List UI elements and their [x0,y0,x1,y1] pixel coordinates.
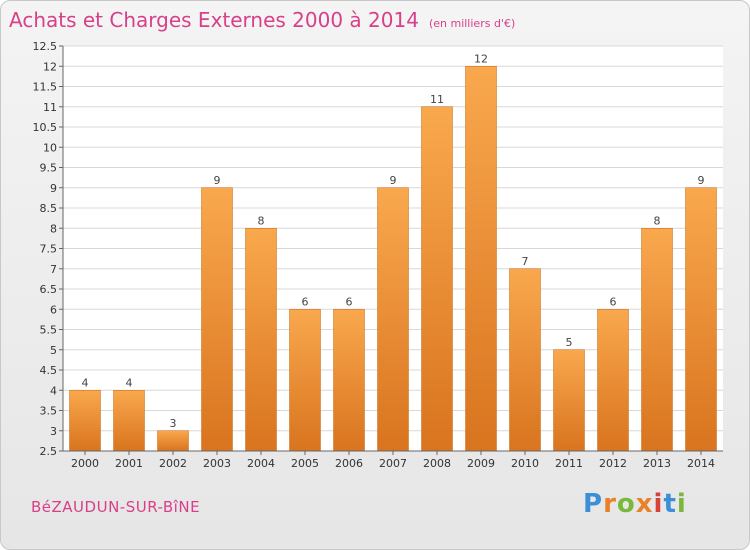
y-tick-label: 6 [50,303,57,316]
bar-value-label: 7 [522,255,529,268]
bar-value-label: 9 [214,174,221,187]
bar-value-label: 6 [302,295,309,308]
x-tick-label: 2007 [379,457,407,470]
bar-value-label: 11 [430,93,444,106]
bar-value-label: 4 [82,376,89,389]
bar-value-label: 9 [698,174,705,187]
x-tick-label: 2009 [467,457,495,470]
bar-2011 [553,349,585,452]
x-tick-label: 2005 [291,457,319,470]
bar-value-label: 8 [258,214,265,227]
logo-letter: r [603,489,617,519]
x-tick-label: 2002 [159,457,187,470]
x-tick-label: 2008 [423,457,451,470]
y-tick-label: 9 [50,182,57,195]
bar-value-label: 6 [610,295,617,308]
bar-value-label: 3 [170,417,177,430]
x-tick-label: 2003 [203,457,231,470]
y-tick-label: 8 [50,222,57,235]
bar-value-label: 9 [390,174,397,187]
logo-letter: t [663,489,677,519]
logo-letter: i [653,489,664,519]
x-axis: 2000 2001 2002 2003 2004 2005 2006 2007 2008 2009… [63,450,723,470]
bar-2004 [245,228,277,452]
bar-2014 [685,187,717,452]
y-tick-label: 7 [50,263,57,276]
y-axis: 2.5 3 3.5 4 4.5 5 5.5 6 6.5 7 7.5 8 8.5 9 9.5 10 10.5 11 1… [33,40,64,458]
x-tick-label: 2000 [71,457,99,470]
x-tick-label: 2013 [643,457,671,470]
y-tick-label: 8.5 [40,202,58,215]
bar-2012 [597,309,629,452]
logo-letter: o [616,489,636,519]
bar-value-label: 12 [474,52,488,65]
y-tick-label: 12.5 [33,40,58,53]
bar-2013 [641,228,673,452]
x-tick-label: 2014 [687,457,715,470]
x-tick-label: 2001 [115,457,143,470]
bar-2006 [333,309,365,452]
bar-2009 [465,66,497,452]
commune-name: BéZAUDUN-SUR-BîNE [31,498,201,516]
bar-value-label: 8 [654,214,661,227]
y-tick-label: 12 [43,60,57,73]
y-tick-label: 5.5 [40,324,58,337]
y-tick-label: 4 [50,384,57,397]
bar-value-label: 5 [566,336,573,349]
bars [69,66,717,452]
y-tick-label: 5 [50,344,57,357]
y-tick-label: 9.5 [40,162,58,175]
y-tick-label: 6.5 [40,283,58,296]
bar-2002 [157,430,189,452]
x-tick-label: 2004 [247,457,275,470]
bar-2000 [69,390,101,452]
y-tick-label: 3.5 [40,405,58,418]
y-tick-label: 4.5 [40,364,58,377]
y-tick-label: 2.5 [40,445,58,458]
proxiti-logo: Proxiti [583,489,687,519]
bar-value-label: 6 [346,295,353,308]
logo-letter: P [583,489,604,519]
bar-2008 [421,106,453,452]
logo-letter: x [635,489,654,519]
y-tick-label: 11 [43,101,57,114]
title-row: Achats et Charges Externes 2000 à 2014 (e… [9,8,515,32]
bar-2005 [289,309,321,452]
y-tick-label: 7.5 [40,243,58,256]
bar-value-labels: 4 4 3 9 8 6 6 9 11 12 7 5 6 8 9 [82,52,705,430]
y-tick-label: 11.5 [33,81,58,94]
logo-letter: i [676,489,687,519]
chart-subtitle: (en milliers d'€) [428,17,516,30]
bar-2007 [377,187,409,452]
y-tick-label: 10 [43,141,57,154]
bar-2010 [509,268,541,452]
bar-value-label: 4 [126,376,133,389]
x-tick-label: 2006 [335,457,363,470]
x-tick-label: 2010 [511,457,539,470]
x-tick-label: 2012 [599,457,627,470]
bar-2003 [201,187,233,452]
chart-title: Achats et Charges Externes 2000 à 2014 [9,8,419,32]
y-tick-label: 3 [50,425,57,438]
x-tick-label: 2011 [555,457,583,470]
bar-2001 [113,390,145,452]
y-tick-label: 10.5 [33,121,58,134]
